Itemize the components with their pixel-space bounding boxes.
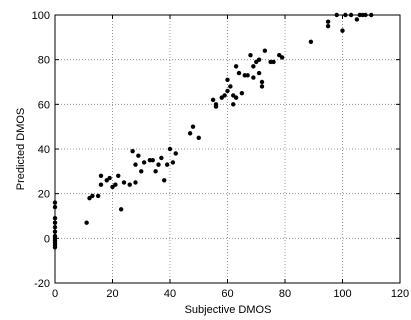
data-point: [256, 70, 262, 76]
data-point: [52, 245, 58, 250]
data-point: [279, 55, 285, 60]
data-point: [228, 84, 233, 89]
data-point: [213, 104, 219, 109]
data-point: [256, 57, 262, 62]
y-tick-label: 0: [44, 233, 50, 245]
data-point: [95, 193, 101, 199]
x-tick-label: 120: [391, 288, 409, 300]
x-tick-label: 40: [164, 288, 176, 300]
data-point: [173, 151, 178, 156]
data-point: [130, 149, 135, 154]
data-point: [133, 162, 138, 167]
data-point: [98, 173, 104, 178]
data-point: [52, 200, 58, 205]
data-point: [139, 169, 144, 174]
x-tick-label: 60: [221, 288, 233, 300]
data-point: [271, 59, 276, 65]
data-point: [164, 162, 170, 167]
data-point: [239, 90, 245, 96]
data-point: [116, 173, 121, 178]
data-point: [52, 229, 58, 234]
data-point: [233, 64, 239, 69]
data-point: [98, 182, 104, 187]
data-point: [340, 28, 345, 33]
data-point: [210, 97, 216, 103]
x-tick-label: 80: [279, 288, 291, 300]
data-point: [259, 84, 265, 89]
data-point: [369, 12, 374, 18]
data-point: [248, 53, 253, 58]
y-tick-label: 60: [38, 99, 50, 111]
data-point: [141, 160, 147, 165]
x-tick-label: 0: [52, 288, 58, 300]
grid-lines: [55, 15, 400, 283]
data-point: [52, 204, 58, 210]
data-point: [251, 64, 256, 69]
data-point: [245, 73, 250, 78]
data-point: [52, 216, 58, 221]
data-point: [167, 146, 173, 152]
data-point: [52, 224, 58, 230]
data-point: [354, 17, 360, 22]
data-point: [262, 48, 268, 53]
data-point: [348, 12, 354, 18]
data-point: [196, 135, 201, 141]
data-points: [52, 12, 374, 250]
y-tick-label: 20: [38, 189, 50, 201]
data-point: [153, 169, 158, 174]
data-point: [107, 175, 112, 181]
data-point: [133, 180, 138, 185]
y-tick-label: -20: [34, 278, 50, 290]
data-point: [162, 178, 167, 183]
data-point: [190, 124, 196, 129]
data-point: [236, 70, 242, 76]
data-point: [84, 220, 89, 225]
data-point: [159, 155, 164, 161]
y-tick-label: 40: [38, 144, 50, 156]
data-point: [156, 162, 161, 167]
data-point: [121, 180, 127, 185]
data-point: [136, 153, 141, 158]
data-point: [225, 77, 230, 82]
data-point: [113, 182, 118, 187]
data-point: [222, 93, 227, 98]
y-tick-label: 100: [32, 10, 50, 22]
y-tick-label: 80: [38, 55, 50, 67]
data-point: [343, 12, 348, 18]
data-point: [325, 23, 331, 29]
x-tick-label: 100: [333, 288, 351, 300]
data-point: [170, 160, 176, 165]
data-point: [231, 102, 236, 107]
data-point: [90, 193, 95, 199]
y-axis-label: Predicted DMOS: [15, 108, 27, 191]
data-point: [325, 19, 331, 24]
data-point: [150, 157, 155, 163]
data-point: [118, 207, 124, 212]
data-point: [233, 95, 239, 100]
data-point: [334, 12, 339, 18]
data-point: [127, 182, 132, 187]
data-point: [52, 220, 58, 225]
data-point: [251, 75, 256, 80]
data-point: [225, 88, 230, 94]
data-point: [308, 39, 314, 44]
data-point: [187, 131, 193, 136]
x-axis-label: Subjective DMOS: [185, 304, 272, 316]
x-tick-label: 20: [106, 288, 118, 300]
data-point: [363, 12, 368, 18]
data-point: [259, 79, 265, 85]
